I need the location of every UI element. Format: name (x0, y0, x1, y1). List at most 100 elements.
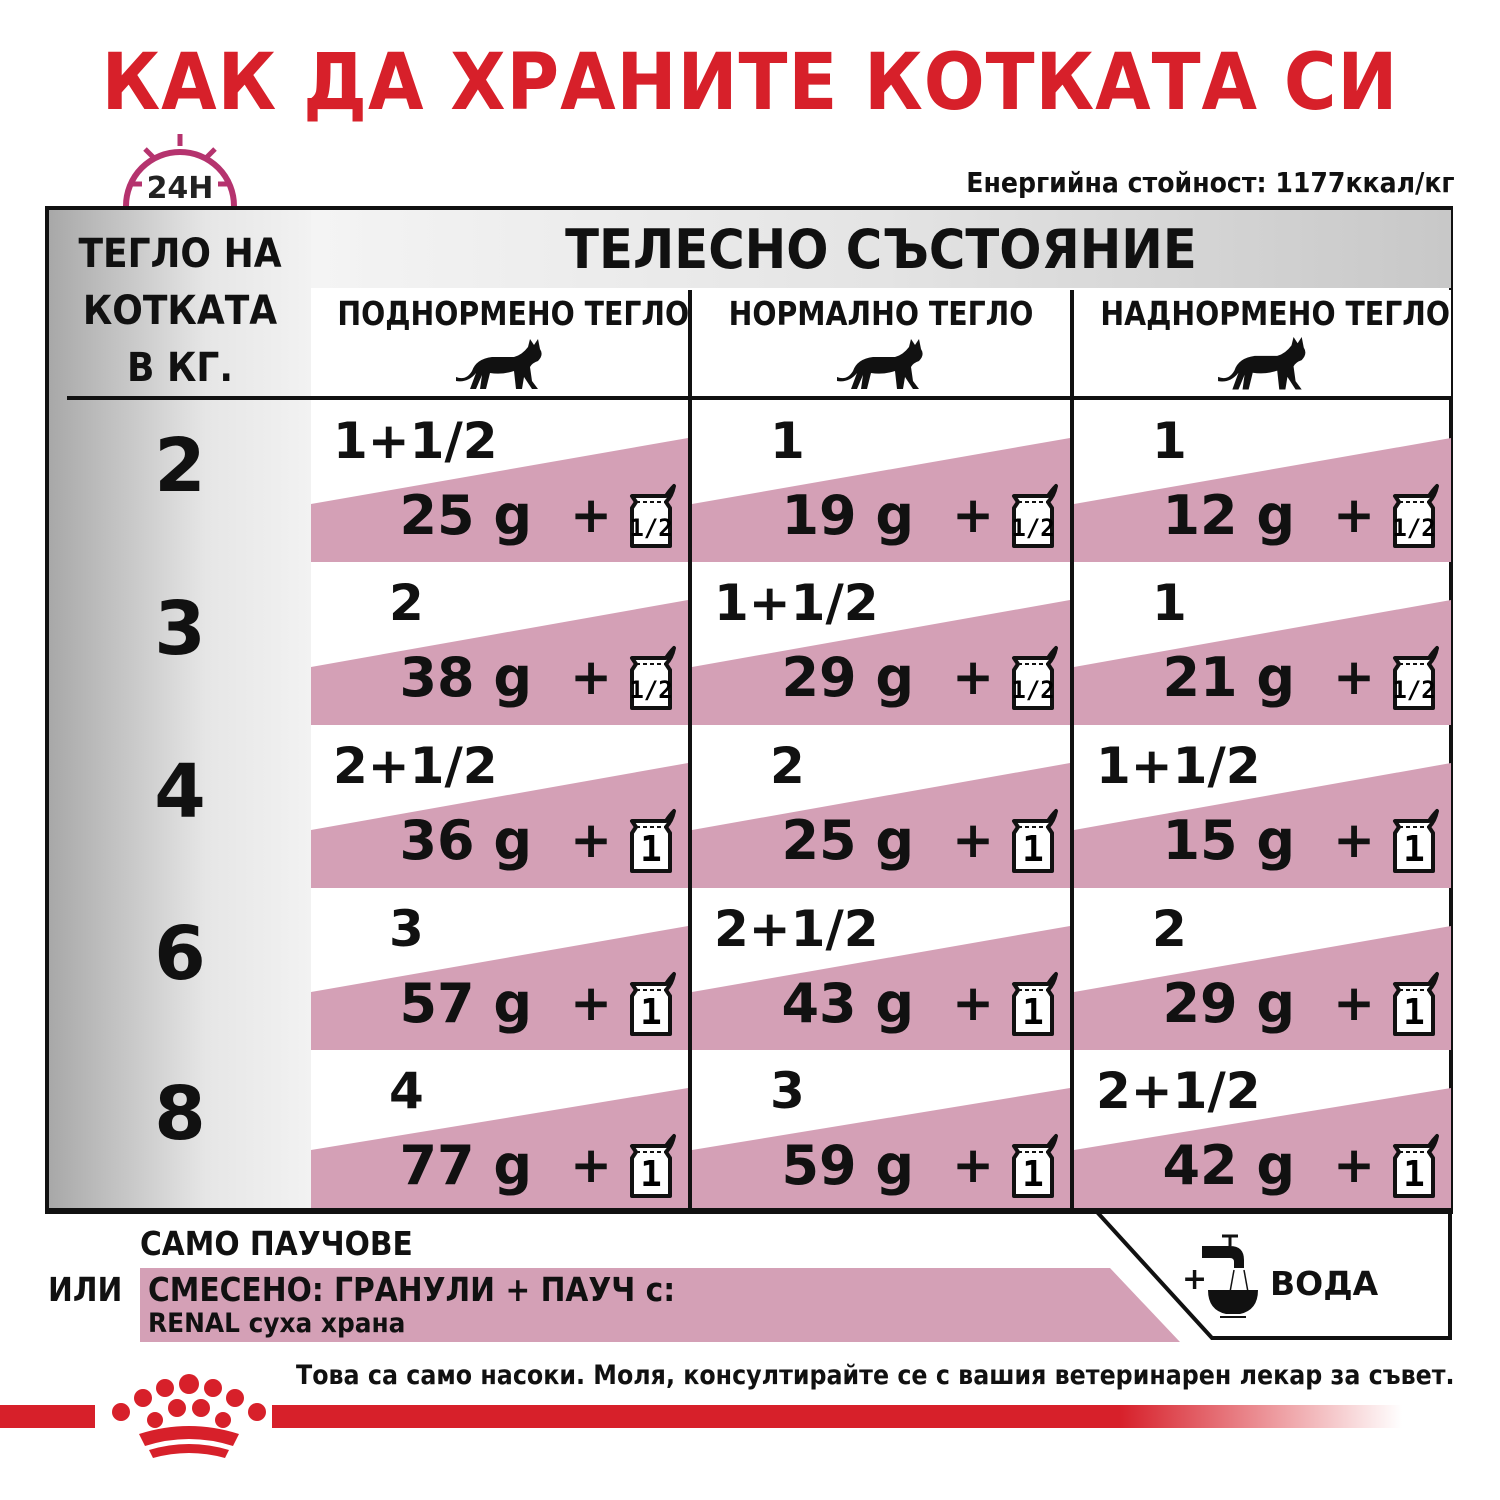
pouch-count: 2 (1152, 900, 1187, 958)
pink-wedge (1074, 1088, 1451, 1208)
pouch-icon: 1 (1012, 1134, 1058, 1198)
pouch-icon: 1 (630, 1134, 676, 1198)
brand-line-right (272, 1405, 1402, 1428)
pouch-amount: 1 (1022, 829, 1044, 870)
pouch-amount: 1 (1403, 1154, 1425, 1195)
feeding-cell: 3 57 g + 1 (311, 888, 688, 1050)
dry-food-amount: 19 g + 1/2 (781, 480, 1058, 550)
pouch-count: 1+1/2 (333, 412, 498, 470)
column-divider (1070, 290, 1074, 1210)
pouch-amount: 1 (1403, 992, 1425, 1033)
pink-wedge (1074, 438, 1451, 562)
feeding-cell: 1 19 g + 1/2 (692, 400, 1070, 562)
column-header-label: ПОДНОРМЕНО ТЕГЛО (337, 294, 690, 333)
dry-food-amount: 29 g + 1/2 (781, 642, 1058, 712)
feeding-cell: 2+1/2 36 g + 1 (311, 725, 688, 888)
clock-label: 24H (147, 171, 214, 206)
pouch-amount: 1/2 (1392, 676, 1435, 704)
dry-food-amount: 57 g + 1 (399, 968, 676, 1038)
grams: 19 g (781, 483, 915, 547)
pouch-icon: 1 (1012, 972, 1058, 1036)
header-divider (311, 396, 1451, 400)
cat-icon (455, 339, 542, 389)
pink-wedge (311, 438, 688, 562)
pouch-icon: 1/2 (1011, 646, 1058, 710)
column-header: НАДНОРМЕНО ТЕГЛО (1074, 290, 1451, 396)
cat-weight: 4 (154, 748, 206, 835)
pouch-count: 1 (1152, 412, 1187, 470)
pouch-count: 2+1/2 (333, 737, 498, 795)
pink-wedge (692, 1088, 1070, 1208)
pouch-icon: 1/2 (629, 484, 676, 548)
column-header-label: НАДНОРМЕНО ТЕГЛО (1100, 294, 1450, 333)
page-title: КАК ДА ХРАНИТЕ КОТКАТА СИ (101, 38, 1399, 128)
pouch-icon: 1/2 (1011, 484, 1058, 548)
or-label: ИЛИ (48, 1270, 123, 1309)
pouch-count: 1 (1152, 574, 1187, 632)
pouch-count: 2 (389, 574, 424, 632)
dry-food-amount: 25 g + 1 (781, 805, 1058, 875)
pouch-icon: 1 (1393, 809, 1439, 873)
pouch-amount: 1 (640, 829, 662, 870)
pouch-count: 3 (389, 900, 424, 958)
dry-food-amount: 25 g + 1/2 (399, 480, 676, 550)
pouch-count: 1+1/2 (714, 574, 879, 632)
feeding-cell: 1 12 g + 1/2 (1074, 400, 1451, 562)
pouch-count: 4 (389, 1062, 424, 1120)
only-pouches-label: САМО ПАУЧОВЕ (140, 1224, 413, 1263)
condition-header: ТЕЛЕСНО СЪСТОЯНИЕ (565, 218, 1197, 281)
24h-clock-icon: 24H (123, 134, 237, 207)
dry-food-amount: 36 g + 1 (399, 805, 676, 875)
pink-wedge (692, 763, 1070, 888)
feeding-cell: 1+1/2 25 g + 1/2 (311, 400, 688, 562)
pouch-icon: 1 (1393, 1134, 1439, 1198)
pouch-count: 2+1/2 (714, 900, 879, 958)
feeding-cell: 2 29 g + 1 (1074, 888, 1451, 1050)
brand-line-left (0, 1405, 95, 1428)
cat-weight: 6 (154, 911, 206, 997)
grams: 59 g (781, 1133, 915, 1197)
grams: 15 g (1162, 808, 1296, 872)
grams: 38 g (399, 645, 533, 709)
grams: 57 g (399, 971, 533, 1035)
pouch-icon: 1/2 (1392, 646, 1439, 710)
pink-wedge (692, 600, 1070, 725)
plus-sign: + (570, 974, 612, 1032)
pouch-icon: 1/2 (1392, 484, 1439, 548)
plus-sign: + (570, 811, 612, 869)
pouch-count: 1 (770, 412, 805, 470)
feeding-cell: 2+1/2 42 g + 1 (1074, 1050, 1451, 1208)
pouch-amount: 1/2 (629, 514, 672, 542)
energy-value: Енергийна стойност: 1177ккал/кг (966, 166, 1455, 199)
cat-icon (1217, 337, 1305, 390)
pink-wedge (692, 438, 1070, 562)
dry-food-amount: 42 g + 1 (1162, 1130, 1439, 1200)
pouch-amount: 1/2 (1011, 514, 1054, 542)
feeding-cell: 2 38 g + 1/2 (311, 562, 688, 725)
pouch-count: 2 (770, 737, 805, 795)
dry-food-amount: 43 g + 1 (781, 968, 1058, 1038)
plus-sign: + (952, 974, 994, 1032)
cat-weight: 8 (154, 1071, 206, 1157)
plus-sign: + (952, 486, 994, 544)
grams: 25 g (399, 483, 533, 547)
cat-weight: 2 (154, 423, 206, 509)
crown-logo-icon (112, 1374, 266, 1458)
dry-food-amount: 77 g + 1 (399, 1130, 676, 1200)
pouch-count: 2+1/2 (1096, 1062, 1261, 1120)
mixed-label: СМЕСЕНО: ГРАНУЛИ + ПАУЧ с: (148, 1270, 676, 1309)
weight-header-line: КОТКАТА (82, 288, 278, 334)
pouch-amount: 1 (1022, 1154, 1044, 1195)
grams: 25 g (781, 808, 915, 872)
pink-wedge (692, 926, 1070, 1050)
plus-sign: + (952, 811, 994, 869)
grams: 29 g (1162, 971, 1296, 1035)
grams: 21 g (1162, 645, 1296, 709)
disclaimer: Това са само насоки. Моля, консултирайте… (296, 1360, 1455, 1391)
pouch-amount: 1/2 (1392, 514, 1435, 542)
pouch-icon: 1/2 (629, 646, 676, 710)
pink-wedge (1074, 763, 1451, 888)
grams: 29 g (781, 645, 915, 709)
table-bottom-border (45, 1208, 1453, 1212)
